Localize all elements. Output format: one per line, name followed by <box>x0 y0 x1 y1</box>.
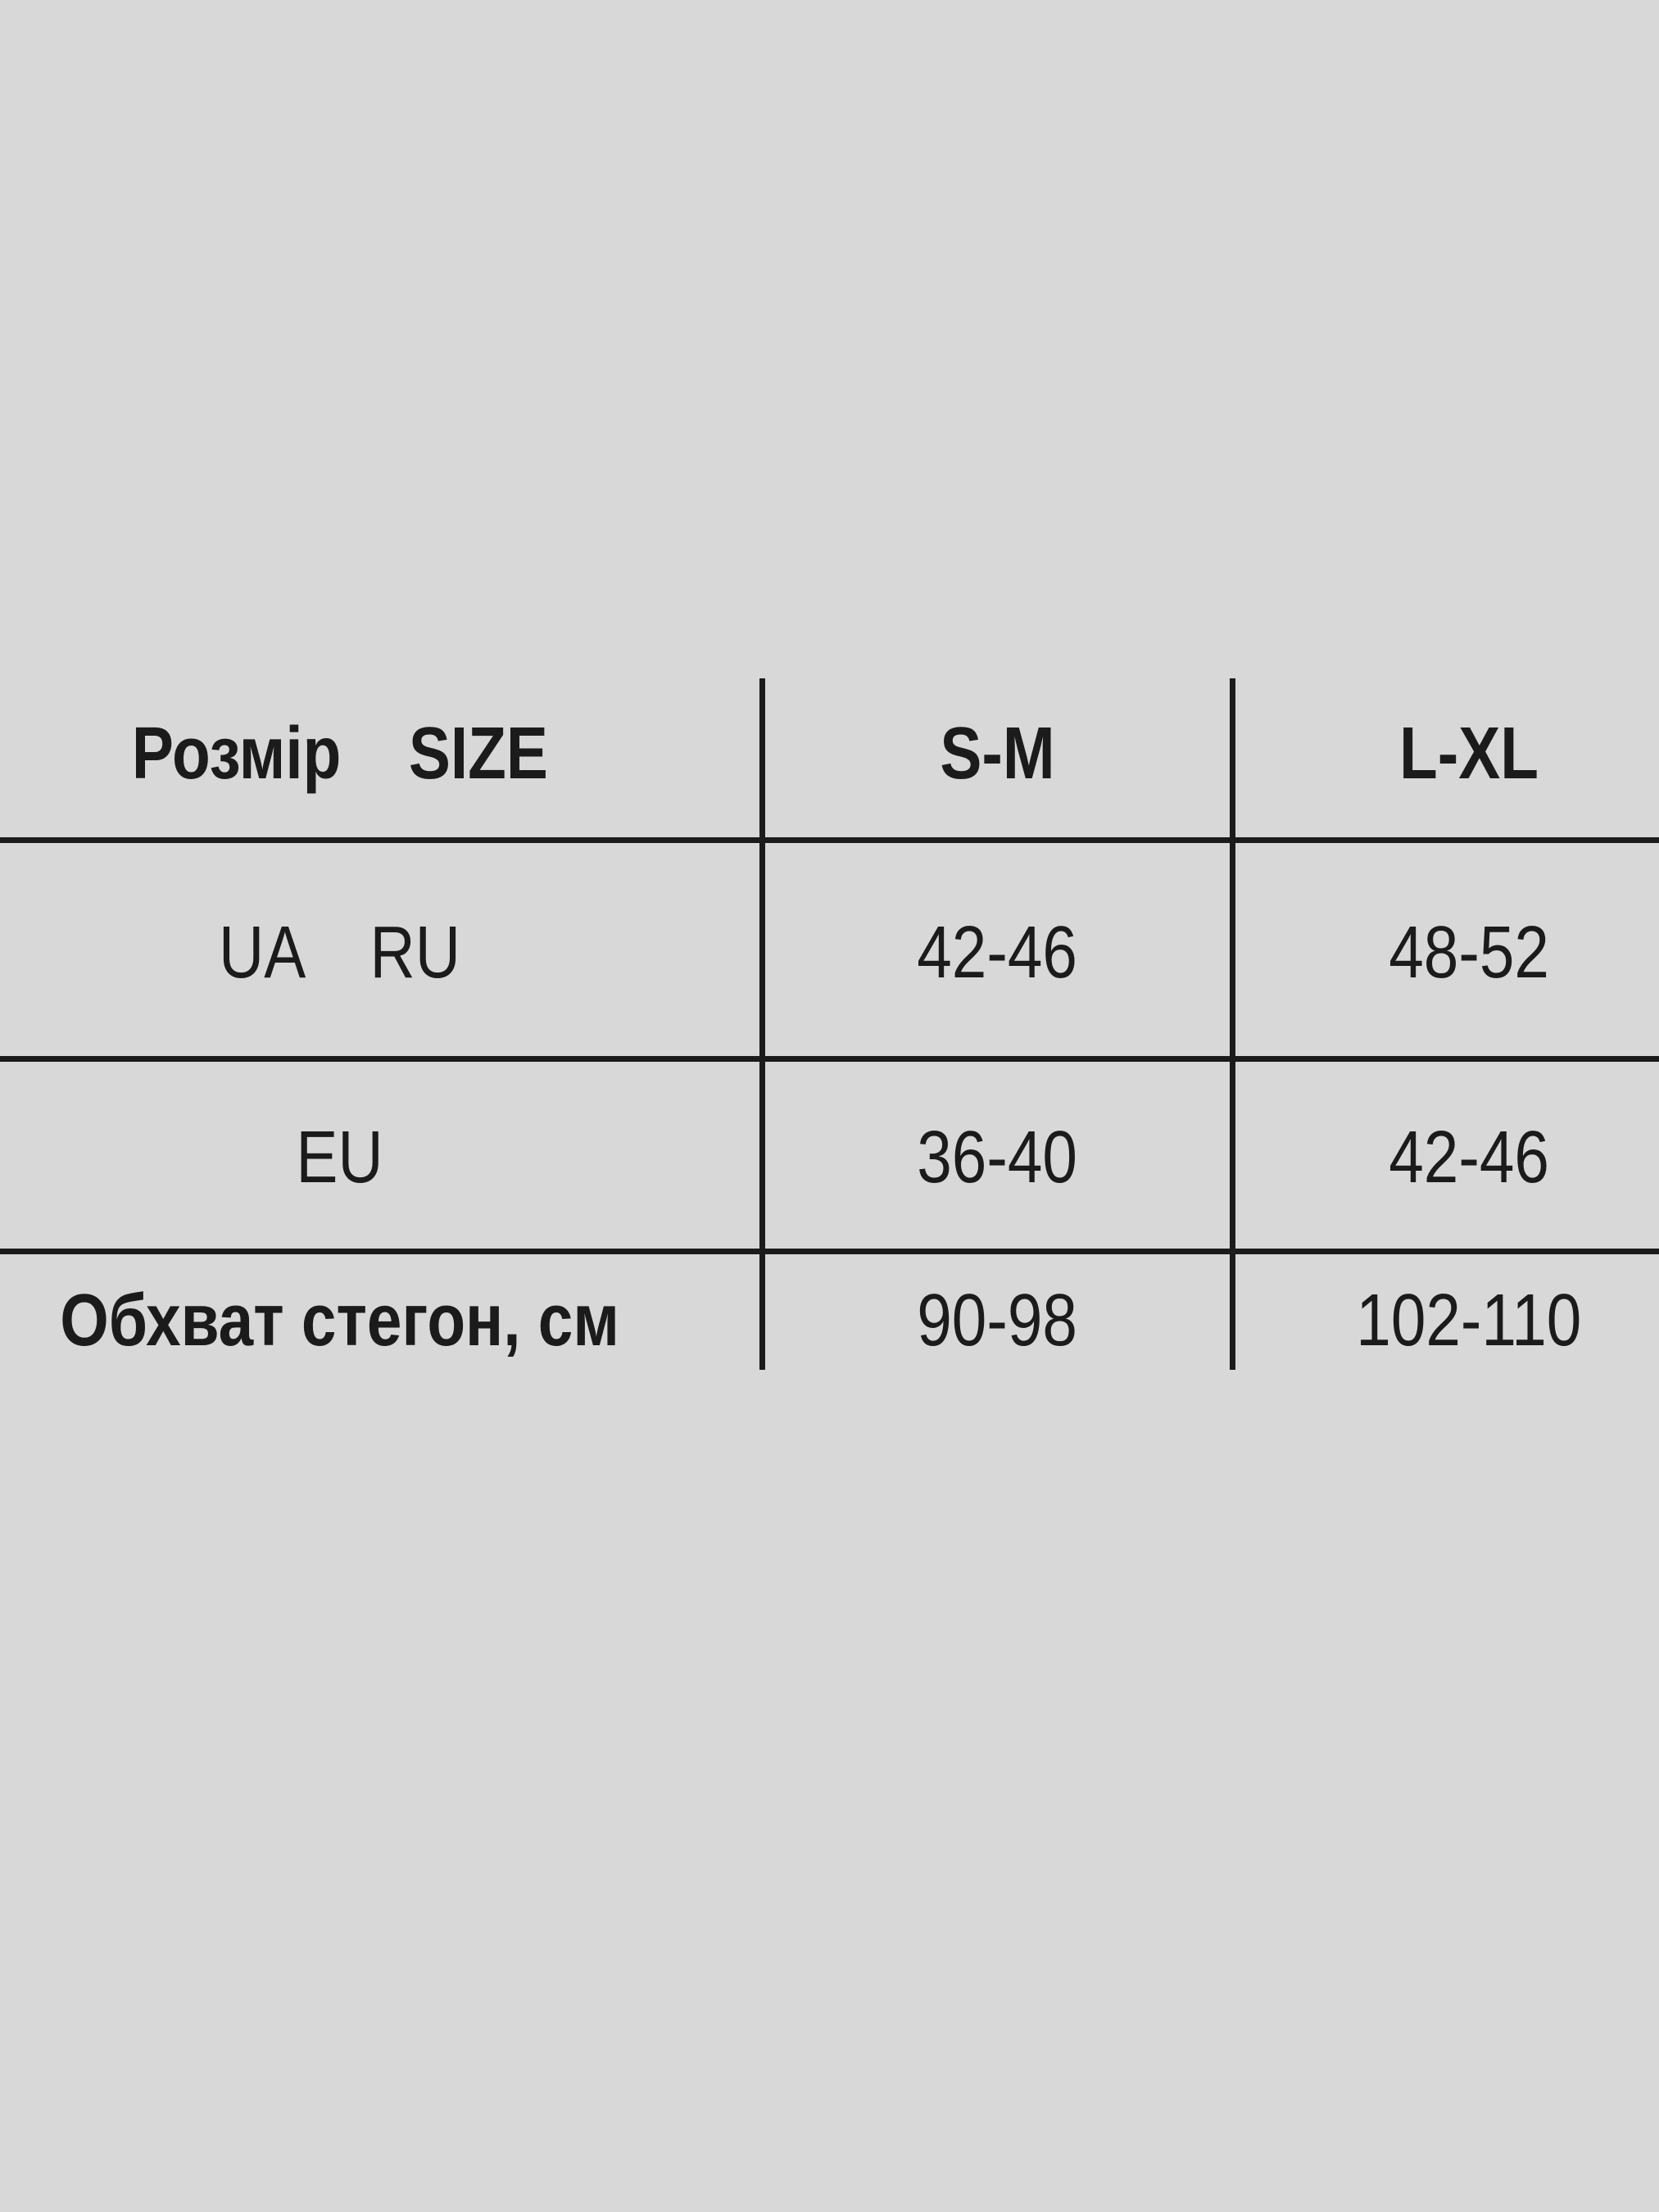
header-size-sm: S-M <box>940 713 1055 795</box>
header-size-sm-cell: S-M <box>765 696 1230 811</box>
header-row-label-cell: Розмір SIZE <box>0 696 696 811</box>
cell-ua-ru-sm: 42-46 <box>765 895 1230 1010</box>
cell-ua-ru-lxl: 48-52 <box>1235 895 1659 1010</box>
row-eu-label-cell: EU <box>0 1100 696 1215</box>
cell-hips-sm-value: 90-98 <box>917 1280 1078 1362</box>
cell-hips-sm: 90-98 <box>765 1263 1230 1378</box>
table-horizontal-line-2 <box>0 1056 1659 1062</box>
cell-hips-lxl: 102-110 <box>1235 1263 1659 1378</box>
cell-eu-sm-value: 36-40 <box>917 1117 1078 1199</box>
cell-ua-ru-lxl-value: 48-52 <box>1389 912 1549 994</box>
table-vertical-line-2 <box>1230 678 1235 1370</box>
table-horizontal-line-3 <box>0 1249 1659 1254</box>
header-size-lxl: L-XL <box>1399 713 1539 795</box>
cell-eu-lxl-value: 42-46 <box>1389 1117 1549 1199</box>
cell-eu-sm: 36-40 <box>765 1100 1230 1215</box>
header-size-lxl-cell: L-XL <box>1235 696 1659 811</box>
row-ua-ru-label-cell: UA RU <box>0 895 696 1010</box>
header-row-label: Розмір SIZE <box>131 713 549 795</box>
row-hips-label: Обхват стегон, см <box>60 1280 620 1362</box>
row-ua-ru-label: UA RU <box>219 912 461 994</box>
cell-hips-lxl-value: 102-110 <box>1356 1280 1582 1362</box>
row-eu-label: EU <box>296 1117 384 1199</box>
row-hips-label-cell: Обхват стегон, см <box>0 1263 696 1378</box>
cell-ua-ru-sm-value: 42-46 <box>917 912 1078 994</box>
table-horizontal-line-1 <box>0 837 1659 843</box>
cell-eu-lxl: 42-46 <box>1235 1100 1659 1215</box>
table-vertical-line-1 <box>759 678 765 1370</box>
